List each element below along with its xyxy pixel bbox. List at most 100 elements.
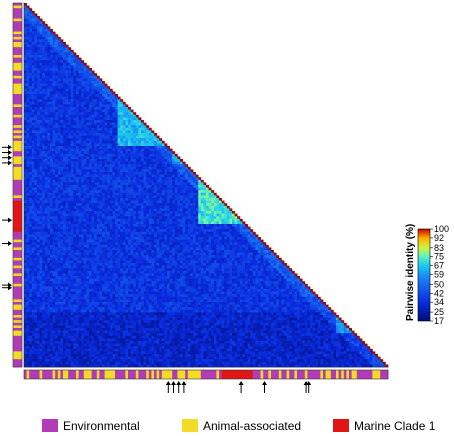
heatmap-cell <box>161 231 165 235</box>
heatmap-cell <box>63 200 66 204</box>
heatmap-cell <box>68 255 72 259</box>
heatmap-cell <box>29 159 33 162</box>
heatmap-cell <box>70 55 74 58</box>
heatmap-cell <box>24 125 27 129</box>
heatmap-cell <box>216 211 220 214</box>
heatmap-cell <box>172 231 176 235</box>
heatmap-cell <box>146 203 150 207</box>
heatmap-cell <box>39 31 43 35</box>
heatmap-cell <box>148 185 152 188</box>
heatmap-cell <box>141 250 144 253</box>
heatmap-cell <box>232 213 235 217</box>
heatmap-cell <box>224 229 228 233</box>
heatmap-cell <box>60 148 64 152</box>
heatmap-cell <box>219 216 222 220</box>
heatmap-cell <box>39 60 43 64</box>
heatmap-cell <box>133 179 137 183</box>
heatmap-cell <box>37 78 40 82</box>
heatmap-cell <box>122 242 126 246</box>
heatmap-cell <box>182 208 186 212</box>
heatmap-cell <box>232 216 235 220</box>
heatmap-cell <box>164 166 168 170</box>
heatmap-cell <box>102 172 105 175</box>
heatmap-cell <box>135 179 139 183</box>
heatmap-cell <box>109 216 113 220</box>
heatmap-cell <box>128 125 131 129</box>
heatmap-cell <box>31 213 35 217</box>
heatmap-cell <box>83 83 87 87</box>
heatmap-cell <box>159 192 163 196</box>
heatmap-cell <box>109 198 113 201</box>
heatmap-cell <box>102 86 105 90</box>
heatmap-cell <box>37 55 40 58</box>
heatmap-cell <box>96 88 100 92</box>
heatmap-cell <box>146 138 150 142</box>
heatmap-cell <box>60 81 64 84</box>
heatmap-cell <box>143 192 147 196</box>
heatmap-cell <box>237 229 241 233</box>
heatmap-cell <box>57 83 61 87</box>
heatmap-cell <box>42 130 46 134</box>
heatmap-cell <box>24 151 27 155</box>
heatmap-cell <box>112 146 116 149</box>
heatmap-cell <box>47 221 51 225</box>
heatmap-cell <box>164 195 168 199</box>
heatmap-cell <box>169 213 173 217</box>
heatmap-cell <box>151 195 155 199</box>
heatmap-cell <box>206 237 209 240</box>
heatmap-cell <box>167 216 170 220</box>
heatmap-cell <box>47 203 51 207</box>
heatmap-cell <box>198 250 202 253</box>
heatmap-cell <box>37 182 40 186</box>
heatmap-cell <box>190 200 194 204</box>
heatmap-cell <box>213 237 217 240</box>
heatmap-cell <box>37 107 40 110</box>
heatmap-cell <box>96 101 100 105</box>
heatmap-cell <box>169 247 173 251</box>
heatmap-cell <box>29 229 33 233</box>
heatmap-cell <box>247 237 251 240</box>
heatmap-cell <box>78 62 82 66</box>
heatmap-cell <box>229 221 233 225</box>
heatmap-cell <box>42 57 46 61</box>
heatmap-cell <box>94 250 98 253</box>
heatmap-cell <box>60 49 64 53</box>
heatmap-cell <box>107 244 111 248</box>
heatmap-cell <box>130 200 134 204</box>
heatmap-cell <box>83 86 87 90</box>
heatmap-cell <box>185 213 189 217</box>
heatmap-cell <box>133 216 137 220</box>
heatmap-cell <box>164 231 168 235</box>
heatmap-cell <box>151 159 155 162</box>
heatmap-cell <box>128 130 131 134</box>
heatmap-cell <box>78 70 82 74</box>
heatmap-cell <box>39 153 43 157</box>
heatmap-cell <box>68 112 72 116</box>
heatmap-cell <box>29 104 33 108</box>
heatmap-cell <box>68 146 72 149</box>
heatmap-cell <box>34 255 38 259</box>
heatmap-cell <box>78 81 82 84</box>
heatmap-cell <box>89 221 92 225</box>
heatmap-cell <box>96 99 100 103</box>
heatmap-cell <box>159 244 163 248</box>
heatmap-cell <box>81 166 85 170</box>
heatmap-cell <box>65 101 69 105</box>
heatmap-cell <box>122 198 126 201</box>
heatmap-cell <box>190 257 194 261</box>
heatmap-cell <box>26 138 30 142</box>
heatmap-cell <box>63 146 66 149</box>
heatmap-cell <box>141 237 144 240</box>
heatmap-cell <box>120 133 124 136</box>
heatmap-cell <box>193 244 196 248</box>
heatmap-cell <box>229 257 233 261</box>
heatmap-cell <box>55 172 59 175</box>
heatmap-cell <box>91 231 95 235</box>
heatmap-cell <box>55 101 59 105</box>
heatmap-cell <box>42 166 46 170</box>
heatmap-cell <box>242 226 246 230</box>
heatmap-cell <box>57 42 61 45</box>
heatmap-cell <box>164 177 168 181</box>
heatmap-cell <box>47 78 51 82</box>
heatmap-cell <box>60 146 64 149</box>
